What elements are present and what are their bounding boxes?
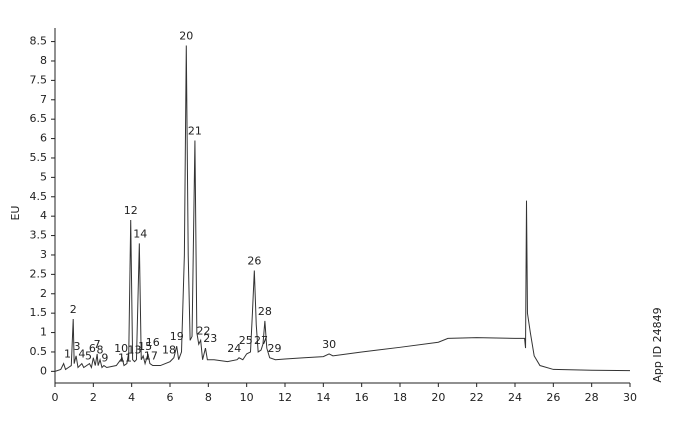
side-note: App ID 24849 — [651, 307, 664, 382]
peak-label: 24 — [227, 342, 241, 355]
x-tick-label: 22 — [470, 391, 484, 404]
peak-label: 12 — [124, 204, 138, 217]
peak-label: 13 — [128, 344, 142, 357]
y-tick-label: 8 — [40, 54, 47, 67]
peak-label: 7 — [94, 338, 101, 351]
peak-label: 18 — [162, 344, 176, 357]
y-tick-label: 1.5 — [30, 306, 48, 319]
y-tick-label: 0.5 — [30, 345, 48, 358]
y-tick-label: 5.5 — [30, 151, 48, 164]
peak-label: 5 — [85, 350, 92, 363]
y-tick-label: 4.5 — [30, 190, 48, 203]
peak-label: 28 — [258, 305, 272, 318]
trace — [54, 45, 631, 372]
y-tick-label: 6.5 — [30, 112, 48, 125]
x-tick-label: 6 — [167, 391, 174, 404]
peak-label: 23 — [203, 332, 217, 345]
peak-label: 29 — [267, 342, 281, 355]
x-tick-label: 18 — [393, 391, 407, 404]
x-tick-label: 4 — [128, 391, 135, 404]
x-tick-label: 26 — [546, 391, 560, 404]
y-tick-label: 8.5 — [30, 35, 48, 48]
peak-label: 2 — [70, 303, 77, 316]
x-tick-label: 16 — [355, 391, 369, 404]
peak-label: 11 — [118, 351, 132, 364]
peak-label: 15 — [138, 340, 152, 353]
x-tick-label: 14 — [316, 391, 330, 404]
x-tick-label: 20 — [431, 391, 445, 404]
peak-label: 17 — [144, 350, 158, 363]
peak-label: 25 — [239, 334, 253, 347]
peak-label: 30 — [322, 338, 336, 351]
peak-label: 27 — [254, 334, 268, 347]
peak-label: 9 — [101, 351, 108, 364]
peak-label: 6 — [89, 342, 96, 355]
peak-label: 19 — [170, 330, 184, 343]
y-axis-label: EU — [9, 205, 22, 220]
peak-label: 1 — [64, 348, 71, 361]
x-tick-label: 0 — [52, 391, 59, 404]
y-tick-label: 7.5 — [30, 73, 48, 86]
y-tick-label: 7 — [40, 93, 47, 106]
x-tick-label: 28 — [585, 391, 599, 404]
y-tick-label: 5 — [40, 170, 47, 183]
y-tick-label: 2.5 — [30, 267, 48, 280]
x-tick-label: 30 — [623, 391, 637, 404]
peak-label: 26 — [247, 254, 261, 267]
x-tick-label: 12 — [278, 391, 292, 404]
x-tick-label: 10 — [240, 391, 254, 404]
y-tick-label: 6 — [40, 132, 47, 145]
y-tick-label: 2 — [40, 287, 47, 300]
peak-label: 8 — [97, 344, 104, 357]
y-tick-label: 3.5 — [30, 229, 48, 242]
x-tick-label: 2 — [90, 391, 97, 404]
y-tick-label: 4 — [40, 209, 47, 222]
y-tick-label: 3 — [40, 248, 47, 261]
x-tick-label: 8 — [205, 391, 212, 404]
y-tick-label: 0 — [40, 364, 47, 377]
x-tick-label: 24 — [508, 391, 522, 404]
peak-label: 20 — [179, 29, 193, 42]
peak-label: 10 — [114, 342, 128, 355]
peak-label: 4 — [78, 348, 85, 361]
peak-label: 21 — [188, 125, 202, 138]
peak-label: 3 — [74, 340, 81, 353]
peak-label: 16 — [146, 336, 160, 349]
peak-label: 14 — [133, 227, 147, 240]
y-tick-label: 1 — [40, 326, 47, 339]
peak-label: 22 — [197, 324, 211, 337]
